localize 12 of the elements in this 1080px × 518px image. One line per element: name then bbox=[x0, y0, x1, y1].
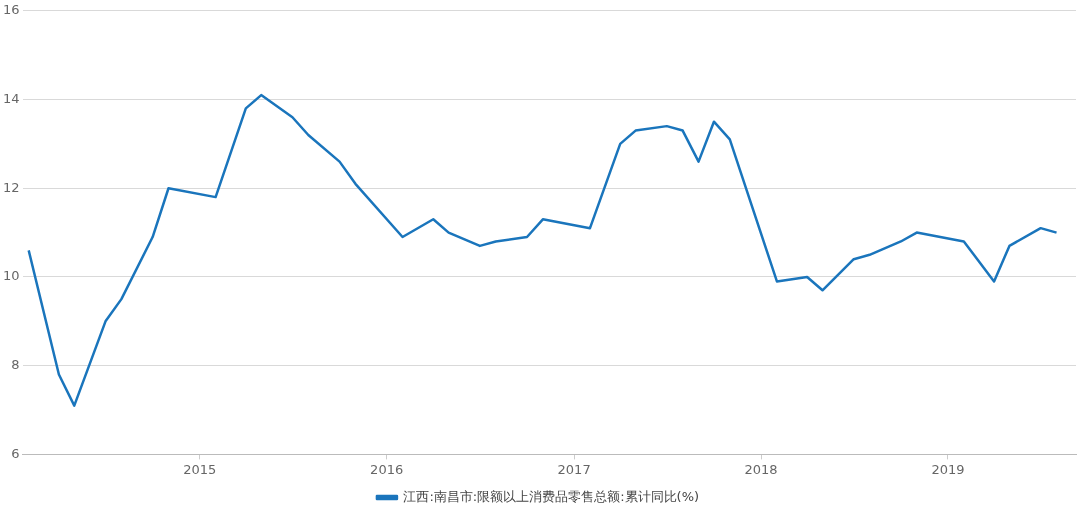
x-tick-label: 2016 bbox=[370, 461, 404, 477]
x-tick-label: 2017 bbox=[557, 461, 591, 477]
y-tick-label: 6 bbox=[11, 445, 20, 461]
y-tick-label: 14 bbox=[3, 90, 20, 106]
x-tick-label: 2015 bbox=[183, 461, 217, 477]
x-tick-label: 2019 bbox=[931, 461, 965, 477]
x-tick-label: 2018 bbox=[744, 461, 778, 477]
y-tick-label: 16 bbox=[3, 2, 20, 18]
legend-label: 江西:南昌市:限额以上消费品零售总额:累计同比(%) bbox=[403, 488, 700, 504]
y-tick-label: 12 bbox=[3, 179, 20, 195]
y-tick-label: 8 bbox=[11, 357, 20, 373]
y-tick-label: 10 bbox=[3, 268, 20, 284]
